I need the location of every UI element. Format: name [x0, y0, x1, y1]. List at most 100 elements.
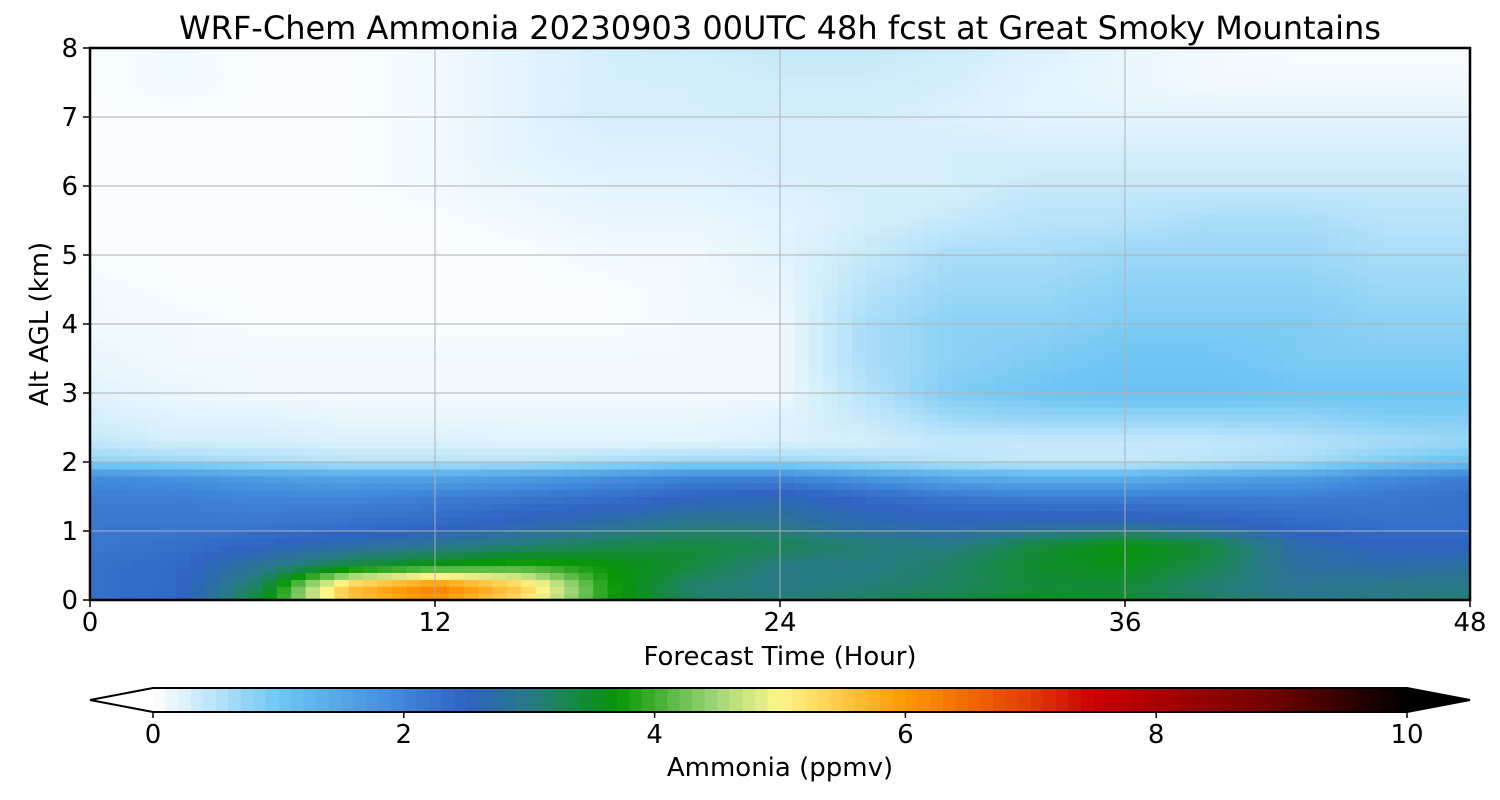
heatmap-cell — [1297, 351, 1313, 360]
heatmap-cell — [1311, 572, 1327, 580]
heatmap-cell — [334, 413, 350, 422]
heatmap-cell — [851, 330, 867, 339]
heatmap-cell — [1311, 427, 1327, 435]
heatmap-cell — [1182, 268, 1198, 277]
heatmap-cell — [1369, 324, 1385, 332]
heatmap-cell — [492, 351, 508, 360]
heatmap-cell — [1455, 358, 1470, 366]
heatmap-cell — [1225, 351, 1241, 360]
heatmap-cell — [1110, 579, 1126, 587]
heatmap-cell — [1168, 330, 1184, 339]
heatmap-cell — [377, 551, 393, 560]
heatmap-cell — [895, 275, 910, 284]
heatmap-cell — [420, 393, 436, 401]
heatmap-cell — [751, 317, 767, 325]
heatmap-cell — [679, 296, 695, 304]
heatmap-cell — [1355, 593, 1370, 600]
heatmap-cell — [808, 406, 824, 415]
heatmap-cell — [736, 510, 752, 518]
heatmap-cell — [1067, 593, 1083, 600]
heatmap-cell — [506, 420, 522, 429]
heatmap-cell — [478, 241, 494, 249]
heatmap-cell — [1326, 393, 1342, 401]
heatmap-cell — [1110, 248, 1126, 256]
heatmap-cell — [550, 275, 565, 284]
heatmap-cell — [420, 275, 436, 284]
heatmap-cell — [895, 489, 910, 498]
heatmap-cell — [1067, 261, 1083, 270]
heatmap-cell — [391, 427, 407, 435]
heatmap-cell — [248, 482, 264, 491]
heatmap-cell — [348, 496, 364, 504]
heatmap-cell — [205, 289, 220, 297]
heatmap-cell — [190, 261, 206, 270]
heatmap-cell — [205, 379, 220, 387]
heatmap-cell — [808, 544, 824, 553]
heatmap-cell — [866, 593, 882, 600]
heatmap-cell — [320, 379, 335, 387]
heatmap-cell — [291, 537, 307, 546]
heatmap-cell — [492, 593, 508, 600]
heatmap-cell — [780, 413, 795, 422]
heatmap-cell — [478, 282, 494, 291]
heatmap-cell — [90, 399, 105, 408]
heatmap-cell — [550, 289, 565, 297]
heatmap-cell — [1211, 358, 1227, 366]
heatmap-cell — [679, 372, 695, 380]
heatmap-cell — [1153, 296, 1169, 304]
heatmap-cell — [435, 351, 450, 360]
heatmap-cell — [233, 489, 249, 498]
heatmap-cell — [90, 255, 105, 263]
heatmap-cell — [363, 441, 379, 449]
heatmap-cell — [1096, 551, 1112, 560]
heatmap-cell — [291, 572, 307, 580]
heatmap-cell — [1196, 282, 1212, 291]
heatmap-cell — [535, 324, 551, 332]
heatmap-cell — [1196, 427, 1212, 435]
heatmap-cell — [363, 393, 379, 401]
heatmap-cell — [780, 510, 795, 518]
heatmap-cell — [736, 255, 752, 263]
heatmap-cell — [1254, 330, 1270, 339]
heatmap-cell — [1441, 282, 1457, 291]
heatmap-cell — [1182, 386, 1198, 394]
heatmap-cell — [161, 537, 177, 546]
heatmap-cell — [621, 255, 637, 263]
heatmap-cell — [118, 475, 134, 484]
heatmap-cell — [262, 372, 278, 380]
heatmap-cell — [104, 255, 120, 263]
heatmap-cell — [765, 337, 781, 346]
heatmap-cell — [363, 558, 379, 567]
heatmap-cell — [1441, 330, 1457, 339]
heatmap-cell — [693, 482, 709, 491]
heatmap-cell — [1096, 586, 1112, 594]
heatmap-cell — [780, 275, 795, 284]
heatmap-cell — [233, 455, 249, 463]
heatmap-cell — [535, 268, 551, 277]
heatmap-cell — [564, 537, 580, 546]
heatmap-cell — [722, 268, 738, 277]
heatmap-cell — [1441, 593, 1457, 600]
heatmap-cell — [492, 572, 508, 580]
heatmap-cell — [1283, 455, 1299, 463]
heatmap-cell — [161, 310, 177, 318]
heatmap-cell — [1125, 358, 1140, 366]
heatmap-cell — [1096, 296, 1112, 304]
heatmap-cell — [348, 468, 364, 477]
heatmap-cell — [1225, 241, 1241, 249]
heatmap-cell — [176, 468, 192, 477]
heatmap-cell — [607, 365, 623, 373]
heatmap-cell — [995, 572, 1011, 580]
heatmap-cell — [751, 434, 767, 442]
heatmap-cell — [981, 296, 997, 304]
heatmap-cell — [1024, 372, 1040, 380]
heatmap-cell — [1297, 510, 1313, 518]
heatmap-cell — [1297, 268, 1313, 277]
heatmap-cell — [262, 565, 278, 573]
heatmap-cell — [1139, 282, 1155, 291]
heatmap-cell — [765, 289, 781, 297]
heatmap-cells — [90, 48, 1470, 600]
heatmap-cell — [334, 434, 350, 442]
heatmap-cell — [334, 572, 350, 580]
heatmap-cell — [305, 289, 321, 297]
